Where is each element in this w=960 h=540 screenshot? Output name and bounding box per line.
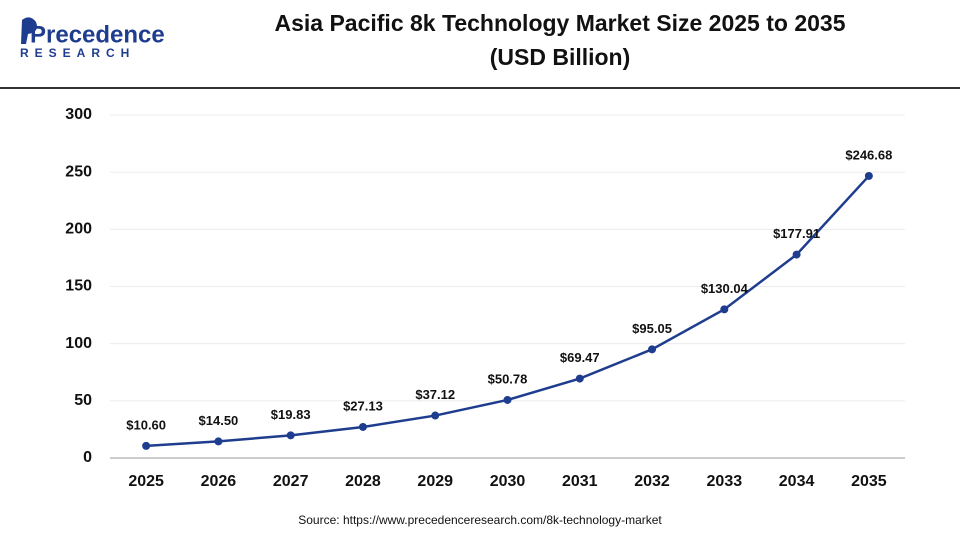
x-tick-label: 2026 xyxy=(201,473,237,490)
data-label: $50.78 xyxy=(488,371,528,386)
y-tick-label: 50 xyxy=(74,392,92,409)
data-label: $130.04 xyxy=(701,281,749,296)
x-tick-label: 2029 xyxy=(417,473,453,490)
data-point xyxy=(431,411,440,420)
y-tick-label: 200 xyxy=(65,221,92,238)
data-point xyxy=(214,437,223,446)
chart-subtitle: (USD Billion) xyxy=(490,44,631,70)
data-label: $14.50 xyxy=(199,413,239,428)
data-label: $19.83 xyxy=(271,407,311,422)
logo-mark xyxy=(21,17,37,44)
y-tick-label: 300 xyxy=(65,106,92,123)
data-label: $95.05 xyxy=(632,321,672,336)
data-label: $37.12 xyxy=(415,387,455,402)
x-tick-label: 2031 xyxy=(562,473,598,490)
data-label: $246.68 xyxy=(845,147,892,162)
data-point xyxy=(503,395,512,404)
x-tick-label: 2032 xyxy=(634,473,670,490)
x-tick-label: 2028 xyxy=(345,473,381,490)
logo-name: Precedence xyxy=(30,21,165,48)
x-tick-label: 2027 xyxy=(273,473,309,490)
x-tick-label: 2033 xyxy=(707,473,743,490)
y-tick-label: 250 xyxy=(65,163,92,180)
data-point xyxy=(575,374,584,383)
x-tick-label: 2030 xyxy=(490,473,526,490)
data-point xyxy=(864,171,873,180)
data-point xyxy=(648,345,657,354)
data-label: $177.91 xyxy=(773,226,820,241)
data-label: $69.47 xyxy=(560,350,600,365)
data-point xyxy=(142,441,151,450)
data-label: $27.13 xyxy=(343,398,383,413)
data-point xyxy=(358,422,367,431)
x-tick-label: 2025 xyxy=(128,473,164,490)
logo-tagline: RESEARCH xyxy=(20,46,135,60)
data-point xyxy=(720,305,729,314)
data-point xyxy=(286,431,295,440)
y-tick-label: 150 xyxy=(65,278,92,295)
x-tick-label: 2035 xyxy=(851,473,887,490)
y-tick-label: 0 xyxy=(83,449,92,466)
data-label: $10.60 xyxy=(126,417,166,432)
source-note: Source: https://www.precedenceresearch.c… xyxy=(298,513,662,527)
chart-title: Asia Pacific 8k Technology Market Size 2… xyxy=(274,10,845,36)
x-tick-label: 2034 xyxy=(779,473,815,490)
data-point xyxy=(792,250,801,259)
y-tick-label: 100 xyxy=(65,335,92,352)
